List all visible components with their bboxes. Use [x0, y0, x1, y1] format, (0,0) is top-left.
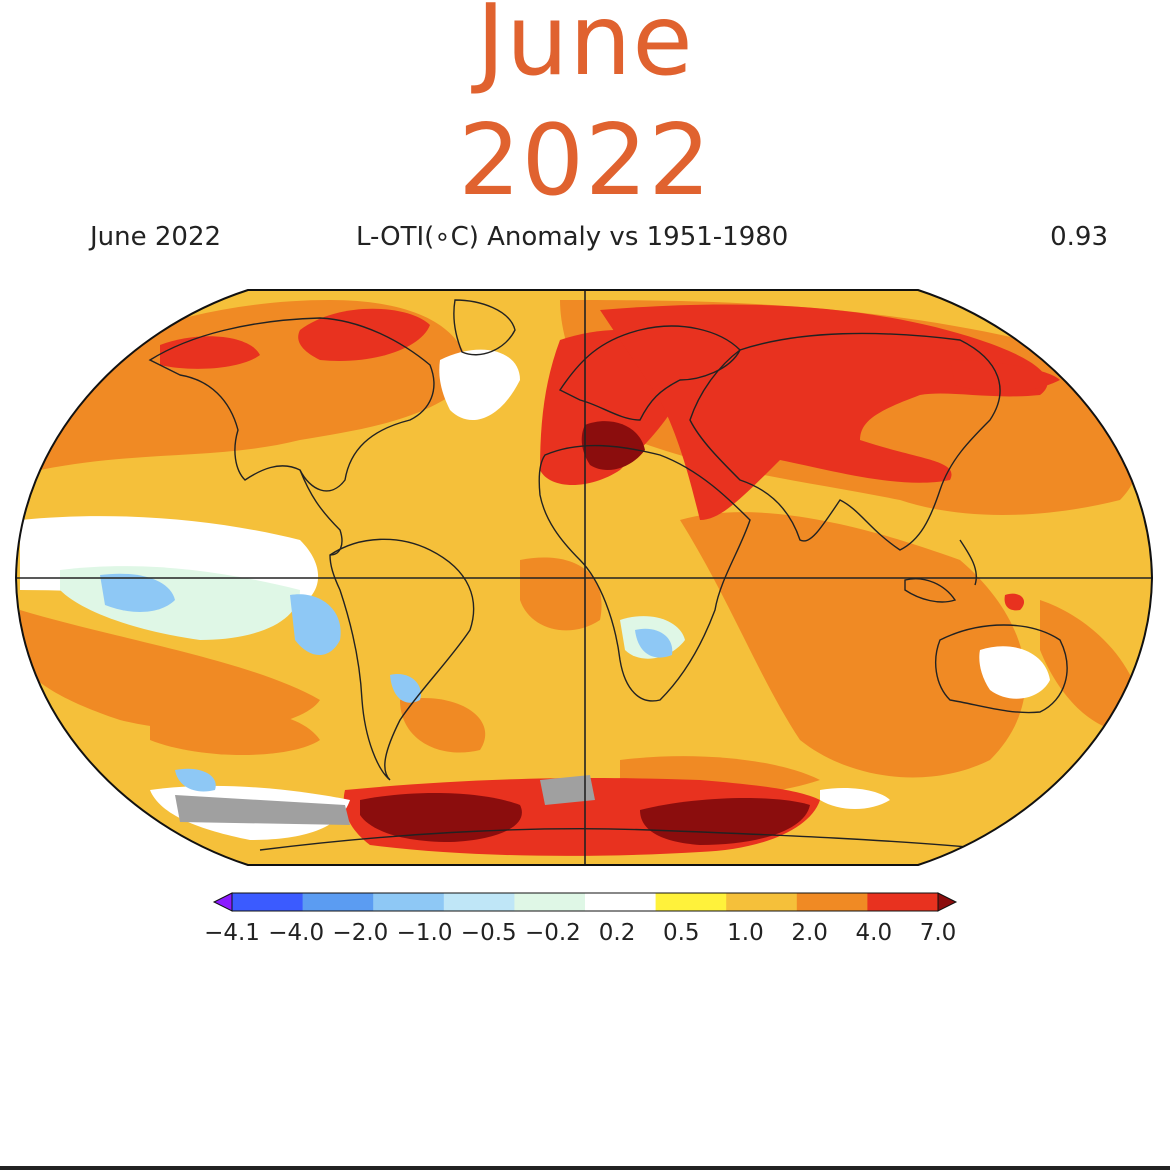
- colorbar-segment: [232, 893, 304, 911]
- south-america-coast: [329, 538, 475, 781]
- colorbar-tick-label: 7.0: [920, 920, 957, 946]
- colorbar-tick-label: 0.2: [599, 920, 636, 946]
- europe-coast: [558, 325, 741, 421]
- colorbar-segment: [373, 893, 445, 911]
- colorbar-tick-label: −4.1: [204, 920, 260, 946]
- africa-coast: [538, 444, 751, 702]
- colorbar-tick-label: −0.5: [461, 920, 517, 946]
- map-date-label: June 2022: [90, 222, 222, 252]
- colorbar-segment: [585, 893, 657, 911]
- australia-coast: [935, 624, 1068, 714]
- colorbar-segment: [655, 893, 727, 911]
- no-data-regions: [175, 775, 595, 825]
- colorbar-segment: [796, 893, 868, 911]
- greenland-coast: [453, 299, 516, 356]
- cool-anomaly-regions: [100, 573, 673, 792]
- colorbar-tick-label: −4.0: [268, 920, 324, 946]
- colorbar-tick-label: −0.2: [525, 920, 581, 946]
- title-year: 2022: [458, 104, 712, 218]
- map-title: L-OTI(∘C) Anomaly vs 1951-1980: [356, 222, 789, 252]
- antarctica-coast: [259, 828, 1001, 851]
- globe-outline: [14, 289, 1154, 866]
- title-month: June: [476, 0, 694, 98]
- central-america-coast: [299, 469, 343, 556]
- colorbar-tick-label: 4.0: [856, 920, 893, 946]
- colorbar-segment: [726, 893, 798, 911]
- colorbar-segment: [443, 893, 515, 911]
- asia-coast: [689, 332, 1001, 551]
- islands-coast: [904, 539, 977, 603]
- colorbar-tick-label: 0.5: [663, 920, 700, 946]
- colorbar-tick-label: 2.0: [791, 920, 828, 946]
- colorbar-tick-label: 1.0: [727, 920, 764, 946]
- colorbar-segment: [514, 893, 586, 911]
- colorbar-outline: [231, 892, 939, 912]
- colorbar-tick-label: −2.0: [332, 920, 388, 946]
- colorbar-segment: [867, 893, 939, 911]
- extreme-anomaly-regions: [360, 421, 810, 845]
- north-america-coast: [148, 317, 435, 492]
- colorbar-segment: [302, 893, 374, 911]
- colorbar-min-extension: [212, 892, 233, 912]
- colorbar-max-extension: [937, 892, 958, 912]
- bottom-divider: [0, 1166, 1170, 1170]
- colorbar-tick-label: −1.0: [397, 920, 453, 946]
- colorbar-legend: −4.1 −4.0 −2.0 −1.0 −0.5 −0.2 0.2 0.5 1.0 2.0 4.0 7…: [204, 892, 958, 946]
- coastlines: [148, 299, 1068, 851]
- global-mean-value: 0.93: [1050, 222, 1108, 252]
